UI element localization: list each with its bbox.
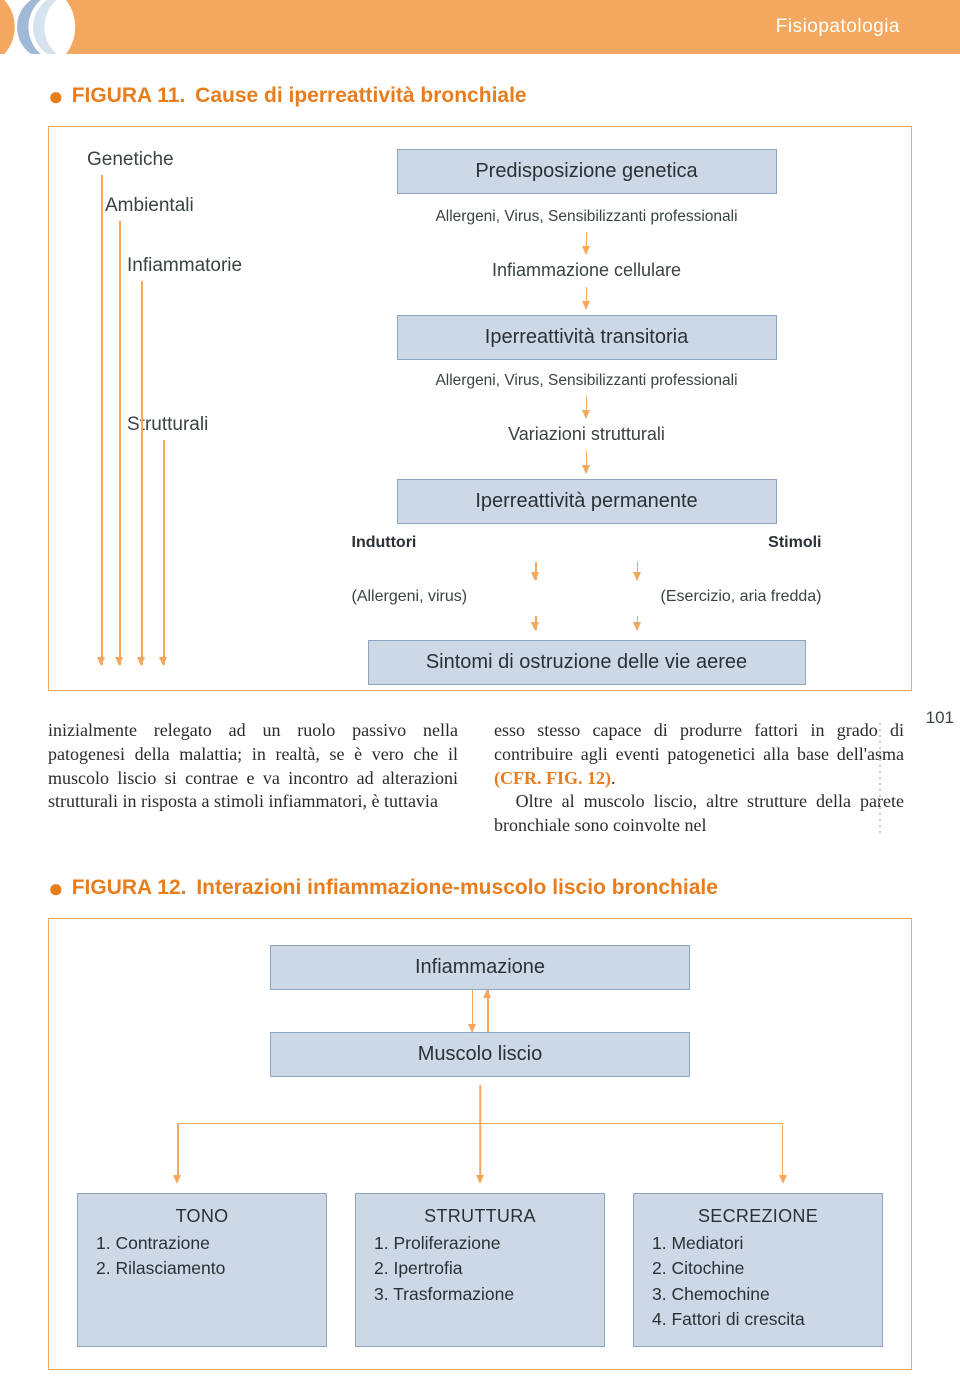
page-number: 101 [926, 707, 954, 729]
text-allergeni-2: Allergeni, Virus, Sensibilizzanti profes… [435, 372, 737, 390]
box-infiammazione: Infiammazione [270, 945, 690, 990]
arrow-down-icon [535, 562, 537, 580]
figure-12-stack: Infiammazione Muscolo liscio [77, 945, 883, 1077]
box-struttura-line: 2. Ipertrofia [374, 1256, 586, 1281]
box-struttura: STRUTTURA 1. Proliferazione 2. Ipertrofi… [355, 1193, 605, 1348]
box-secrezione-header: SECREZIONE [652, 1206, 864, 1227]
figure-11-title: Cause di iperreattività bronchiale [195, 84, 526, 107]
cfr-reference: (CFR. FIG. 12) [494, 768, 611, 788]
arrow-down-icon [637, 562, 639, 580]
branch-arrows [77, 1085, 883, 1193]
label-allergeni-virus: (Allergeni, virus) [352, 588, 468, 606]
arrow-up-icon [487, 990, 489, 1032]
box-tono: TONO 1. Contrazione 2. Rilasciamento [77, 1193, 327, 1348]
label-stimoli: Stimoli [768, 534, 821, 552]
box-tono-line: 1. Contrazione [96, 1231, 308, 1256]
body-col-1: inizialmente relegato ad un ruolo passiv… [48, 719, 458, 838]
section-header: Fisiopatologia [0, 0, 960, 54]
box-predisposizione: Predisposizione genetica [397, 149, 777, 194]
body-col2-part-c: Oltre al muscolo liscio, altre strutture… [494, 791, 904, 835]
arrow-down-icon [472, 990, 474, 1032]
figure-12-title: Interazioni infiammazione-muscolo liscio… [196, 876, 718, 899]
section-title: Fisiopatologia [776, 16, 900, 38]
box-struttura-header: STRUTTURA [374, 1206, 586, 1227]
body-col2-part-a: esso stesso capace di produrre fattori i… [494, 720, 904, 764]
arrow-down-icon [586, 232, 588, 254]
vline-infiammatorie [141, 281, 143, 665]
figure-11-flow: Predisposizione genetica Allergeni, Viru… [309, 149, 864, 685]
box-iperreattivita-permanente: Iperreattività permanente [397, 479, 777, 524]
arrow-down-icon [535, 616, 537, 630]
figure-12-caption: ● FIGURA 12. Interazioni infiammazione-m… [48, 876, 912, 900]
label-induttori: Induttori [352, 534, 417, 552]
box-secrezione: SECREZIONE 1. Mediatori 2. Citochine 3. … [633, 1193, 883, 1348]
box-secrezione-line: 1. Mediatori [652, 1231, 864, 1256]
box-secrezione-line: 3. Chemochine [652, 1282, 864, 1307]
text-allergeni-1: Allergeni, Virus, Sensibilizzanti profes… [435, 208, 737, 226]
dotted-decoration [878, 721, 882, 836]
arrow-down-icon [586, 287, 588, 309]
figure-12: ● FIGURA 12. Interazioni infiammazione-m… [48, 876, 912, 1371]
body-text: 101 inizialmente relegato ad un ruolo pa… [48, 719, 912, 838]
figure-11-frame: Genetiche Ambientali Infiammatorie Strut… [48, 126, 912, 691]
vline-genetiche [101, 175, 103, 665]
box-struttura-line: 3. Trasformazione [374, 1282, 586, 1307]
box-sintomi: Sintomi di ostruzione delle vie aeree [368, 640, 806, 685]
bidirectional-arrows [472, 990, 489, 1032]
arrow-down-icon [637, 616, 639, 630]
figure-12-frame: Infiammazione Muscolo liscio [48, 918, 912, 1371]
figure-11-number: FIGURA 11. [72, 84, 186, 107]
box-tono-line: 2. Rilasciamento [96, 1256, 308, 1281]
body-col-2: esso stesso capace di produrre fattori i… [494, 719, 904, 838]
text-infiammazione-cellulare: Infiammazione cellulare [492, 260, 681, 281]
arrow-down-icon [586, 451, 588, 473]
box-struttura-line: 1. Proliferazione [374, 1231, 586, 1256]
label-infiammatorie: Infiammatorie [127, 255, 242, 277]
label-genetiche: Genetiche [87, 149, 174, 171]
figure-11-caption: ● FIGURA 11. Cause di iperreattività bro… [48, 84, 912, 108]
box-secrezione-line: 4. Fattori di crescita [652, 1307, 864, 1332]
vline-ambientali [119, 221, 121, 665]
box-tono-header: TONO [96, 1206, 308, 1227]
text-variazioni: Variazioni strutturali [508, 424, 665, 445]
body-col2-period: . [611, 768, 616, 788]
box-muscolo-liscio: Muscolo liscio [270, 1032, 690, 1077]
figure-12-outcome-boxes: TONO 1. Contrazione 2. Rilasciamento STR… [77, 1193, 883, 1348]
page-content: ● FIGURA 11. Cause di iperreattività bro… [0, 54, 960, 1390]
label-ambientali: Ambientali [105, 195, 194, 217]
label-strutturali: Strutturali [127, 414, 208, 436]
box-iperreattivita-transitoria: Iperreattività transitoria [397, 315, 777, 360]
vline-strutturali [163, 440, 165, 665]
arrow-down-icon [586, 396, 588, 418]
box-secrezione-line: 2. Citochine [652, 1256, 864, 1281]
header-crescent-decoration [0, 0, 110, 54]
label-esercizio: (Esercizio, aria fredda) [661, 588, 822, 606]
figure-12-number: FIGURA 12. [72, 876, 187, 899]
